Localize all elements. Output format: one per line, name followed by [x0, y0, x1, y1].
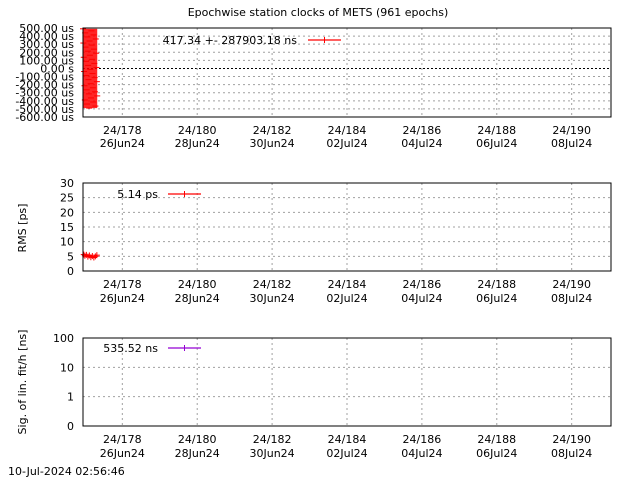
panel-clocks-ytick-label: 400.00 us	[19, 30, 74, 43]
panel-sigma-xtick-doy: 24/190	[552, 433, 591, 446]
panel-clocks-legend: 417.34 +- 287903.18 ns	[163, 34, 341, 47]
panel-clocks-xtick-date: 28Jun24	[175, 137, 220, 150]
panel-clocks-legend-label: 417.34 +- 287903.18 ns	[163, 34, 298, 47]
panel-rms-xtick-doy: 24/188	[477, 278, 516, 291]
timestamp: 10-Jul-2024 02:56:46	[8, 465, 125, 478]
panel-clocks-ytick-label: 100.00 us	[19, 54, 74, 67]
panel-clocks-ytick-label: -300.00 us	[15, 87, 74, 100]
panel-rms-ytick-label: 25	[60, 192, 74, 205]
panel-clocks-xtick-date: 30Jun24	[250, 137, 295, 150]
panel-rms-ylabel: RMS [ps]	[16, 204, 29, 253]
panel-sigma-xtick-doy: 24/186	[403, 433, 442, 446]
panel-sigma-xtick-date: 06Jul24	[476, 447, 517, 460]
panel-rms-legend-line	[168, 191, 201, 197]
panel-sigma-ytick-label: 100	[53, 332, 74, 345]
panel-clocks-xtick-doy: 24/190	[552, 124, 591, 137]
panel-sigma-xtick-doy: 24/180	[178, 433, 217, 446]
panel-sigma-frame	[82, 337, 612, 427]
panel-clocks-ytick-label: 0.00 s	[40, 62, 74, 75]
panel-clocks-ytick-label: -400.00 us	[15, 95, 74, 108]
panel-sigma-xtick-date: 02Jul24	[326, 447, 367, 460]
panel-rms-series	[80, 251, 100, 261]
panel-sigma-ytick-label: 1	[67, 391, 74, 404]
panel-clocks-xtick-date: 02Jul24	[326, 137, 367, 150]
panel-clocks-xtick-doy: 24/182	[253, 124, 292, 137]
panel-rms-ytick-label: 15	[60, 221, 74, 234]
panel-sigma-xtick-date: 26Jun24	[100, 447, 145, 460]
panel-rms-legend-label: 5.14 ps	[117, 188, 158, 201]
panel-clocks-xtick-doy: 24/178	[103, 124, 142, 137]
panel-rms-xtick-date: 06Jul24	[476, 292, 517, 305]
panel-sigma-xtick-doy: 24/182	[253, 433, 292, 446]
panel-rms-xtick-doy: 24/182	[253, 278, 292, 291]
panel-sigma-xtick-date: 30Jun24	[250, 447, 295, 460]
panel-rms-ytick-label: 10	[60, 236, 74, 249]
panel-sigma-xtick-doy: 24/178	[103, 433, 142, 446]
panel-clocks-band	[83, 28, 98, 109]
panel-sigma-xtick-date: 04Jul24	[401, 447, 442, 460]
panel-sigma-ylabel: Sig. of lin. fit/h [ns]	[16, 330, 29, 435]
panel-clocks-xtick-doy: 24/184	[328, 124, 367, 137]
panel-rms-xtick-doy: 24/178	[103, 278, 142, 291]
panel-clocks-ytick-label: 200.00 us	[19, 46, 74, 59]
panel-clocks-xtick-doy: 24/180	[178, 124, 217, 137]
panel-sigma-ytick-label: 10	[60, 361, 74, 374]
panel-sigma-y-ticks: 0 1 10 100	[53, 332, 74, 433]
panel-sigma-ytick-label: 0	[67, 420, 74, 433]
panel-clocks-xtick-doy: 24/186	[403, 124, 442, 137]
panel-clocks-frame	[82, 27, 612, 118]
panel-sigma-legend: 535.52 ns	[103, 342, 201, 355]
panel-rms-xtick-doy: 24/180	[178, 278, 217, 291]
panel-rms-xtick-date: 28Jun24	[175, 292, 220, 305]
panel-clocks-xtick-date: 26Jun24	[100, 137, 145, 150]
panel-sigma-xtick-doy: 24/188	[477, 433, 516, 446]
panel-clocks-ytick-label: -600.00 us	[15, 111, 74, 124]
panel-clocks-xtick-doy: 24/188	[477, 124, 516, 137]
panel-clocks-ytick-label: 300.00 us	[19, 38, 74, 51]
panel-clocks-xtick-date: 06Jul24	[476, 137, 517, 150]
panel-rms-ytick-label: 0	[67, 265, 74, 278]
panel-rms-xtick-doy: 24/186	[403, 278, 442, 291]
panel-clocks-ytick-label: -100.00 us	[15, 71, 74, 84]
panel-rms-ytick-label: 30	[60, 177, 74, 190]
panel-rms-frame	[82, 182, 612, 272]
panel-sigma-legend-line	[168, 345, 201, 351]
panel-rms-xtick-date: 26Jun24	[100, 292, 145, 305]
panel-rms-xtick-doy: 24/190	[552, 278, 591, 291]
panel-sigma-xtick-doy: 24/184	[328, 433, 367, 446]
panel-rms-ytick-label: 5	[67, 250, 74, 263]
panel-rms-xtick-doy: 24/184	[328, 278, 367, 291]
panel-clocks-ytick-label: 500.00 us	[19, 22, 74, 35]
panel-rms-legend: 5.14 ps	[117, 188, 201, 201]
panel-rms-xtick-date: 04Jul24	[401, 292, 442, 305]
chart-title: Epochwise station clocks of METS (961 ep…	[188, 6, 449, 19]
panel-sigma-legend-label: 535.52 ns	[103, 342, 158, 355]
panel-sigma-xtick-date: 28Jun24	[175, 447, 220, 460]
panel-clocks-xtick-date: 04Jul24	[401, 137, 442, 150]
panel-rms-grid	[83, 182, 611, 272]
panel-rms-xtick-date: 08Jul24	[551, 292, 592, 305]
panel-clocks-legend-line	[308, 37, 341, 43]
panel-clocks-xtick-date: 08Jul24	[551, 137, 592, 150]
panel-rms-ytick-label: 20	[60, 206, 74, 219]
panel-clocks-series	[80, 28, 101, 109]
panel-clocks-ytick-label: -200.00 us	[15, 79, 74, 92]
panel-clocks-ytick-label: -500.00 us	[15, 103, 74, 116]
panel-sigma-xtick-date: 08Jul24	[551, 447, 592, 460]
panel-rms-xtick-date: 02Jul24	[326, 292, 367, 305]
panel-sigma-grid	[83, 337, 611, 427]
panel-rms-xtick-date: 30Jun24	[250, 292, 295, 305]
